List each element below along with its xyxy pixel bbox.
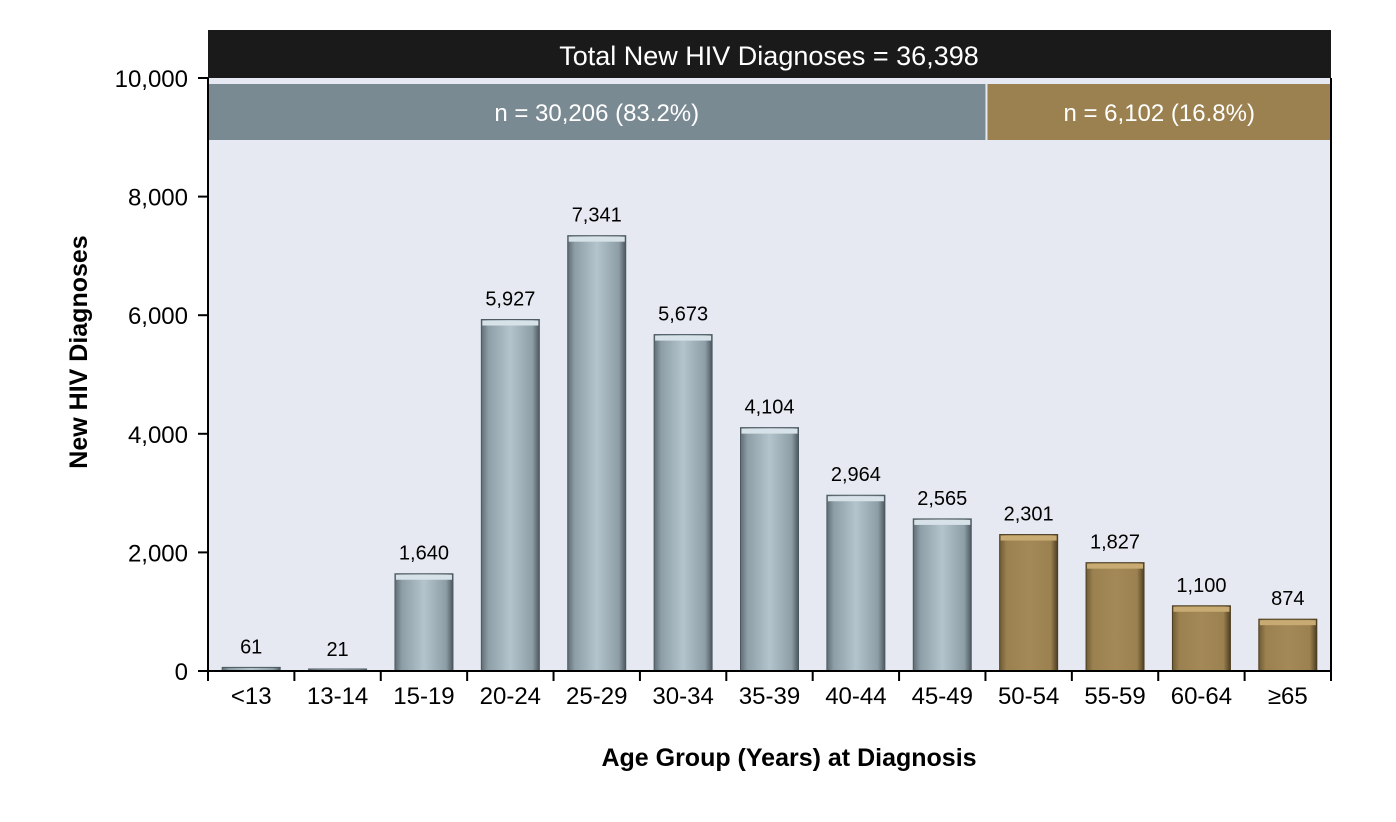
- bar-bevel: [655, 335, 712, 341]
- data-label: 874: [1271, 588, 1304, 610]
- bar: [826, 494, 886, 672]
- title-bar: [208, 30, 1331, 78]
- data-label: 1,100: [1176, 575, 1226, 597]
- x-tick-label: 30-34: [652, 683, 713, 710]
- y-tick-label: 4,000: [128, 422, 188, 449]
- x-tick-label: 55-59: [1084, 683, 1145, 710]
- bar-bevel: [1000, 535, 1057, 541]
- data-label: 5,927: [485, 289, 535, 311]
- chart-title: Total New HIV Diagnoses = 36,398: [559, 41, 979, 71]
- x-tick-label: 40-44: [825, 683, 886, 710]
- bar: [1085, 562, 1145, 672]
- y-axis-title: New HIV Diagnoses: [65, 235, 93, 468]
- group-label: n = 30,206 (83.2%): [494, 100, 699, 127]
- data-label: 1,640: [399, 543, 449, 565]
- x-tick-label: 60-64: [1171, 683, 1232, 710]
- bar: [653, 334, 713, 672]
- data-label: 61: [240, 636, 262, 658]
- bar: [999, 534, 1059, 672]
- bar-bevel: [568, 236, 625, 242]
- group-band: [208, 84, 986, 140]
- group-band: [987, 84, 1331, 140]
- bar-bevel: [1173, 606, 1230, 612]
- bar: [394, 573, 454, 672]
- x-tick-label: 25-29: [566, 683, 627, 710]
- bar-bevel: [1087, 563, 1144, 569]
- group-label: n = 6,102 (16.8%): [1063, 100, 1254, 127]
- x-tick-label: 20-24: [480, 683, 541, 710]
- data-label: 2,565: [917, 488, 967, 510]
- data-label: 4,104: [744, 397, 794, 419]
- y-tick-label: 0: [175, 659, 188, 686]
- data-label: 5,673: [658, 304, 708, 326]
- x-tick-label: 35-39: [739, 683, 800, 710]
- x-tick-label: 45-49: [912, 683, 973, 710]
- y-tick-label: 2,000: [128, 540, 188, 567]
- data-label: 2,301: [1004, 504, 1054, 526]
- y-tick-label: 10,000: [115, 66, 188, 93]
- y-tick-label: 8,000: [128, 185, 188, 212]
- bar: [912, 518, 972, 672]
- data-label: 2,964: [831, 464, 881, 486]
- bar-bevel: [1259, 620, 1316, 626]
- bar-bevel: [741, 428, 798, 434]
- x-axis-title: Age Group (Years) at Diagnosis: [601, 744, 976, 772]
- bar-bevel: [482, 320, 539, 326]
- x-tick-label: 13-14: [307, 683, 368, 710]
- data-label: 1,827: [1090, 532, 1140, 554]
- x-tick-label: 50-54: [998, 683, 1059, 710]
- data-label: 21: [326, 639, 348, 661]
- bar: [1171, 605, 1231, 672]
- x-tick-label: <13: [231, 683, 272, 710]
- bar-bevel: [395, 574, 452, 580]
- data-label: 7,341: [572, 205, 622, 227]
- bar-bevel: [827, 496, 884, 502]
- bar: [480, 319, 540, 672]
- y-tick-label: 6,000: [128, 303, 188, 330]
- x-tick-label: 15-19: [393, 683, 454, 710]
- bar: [740, 427, 799, 672]
- bar: [567, 235, 627, 672]
- bar: [1258, 618, 1318, 672]
- bar-bevel: [914, 519, 971, 525]
- x-tick-label: ≥65: [1268, 683, 1308, 710]
